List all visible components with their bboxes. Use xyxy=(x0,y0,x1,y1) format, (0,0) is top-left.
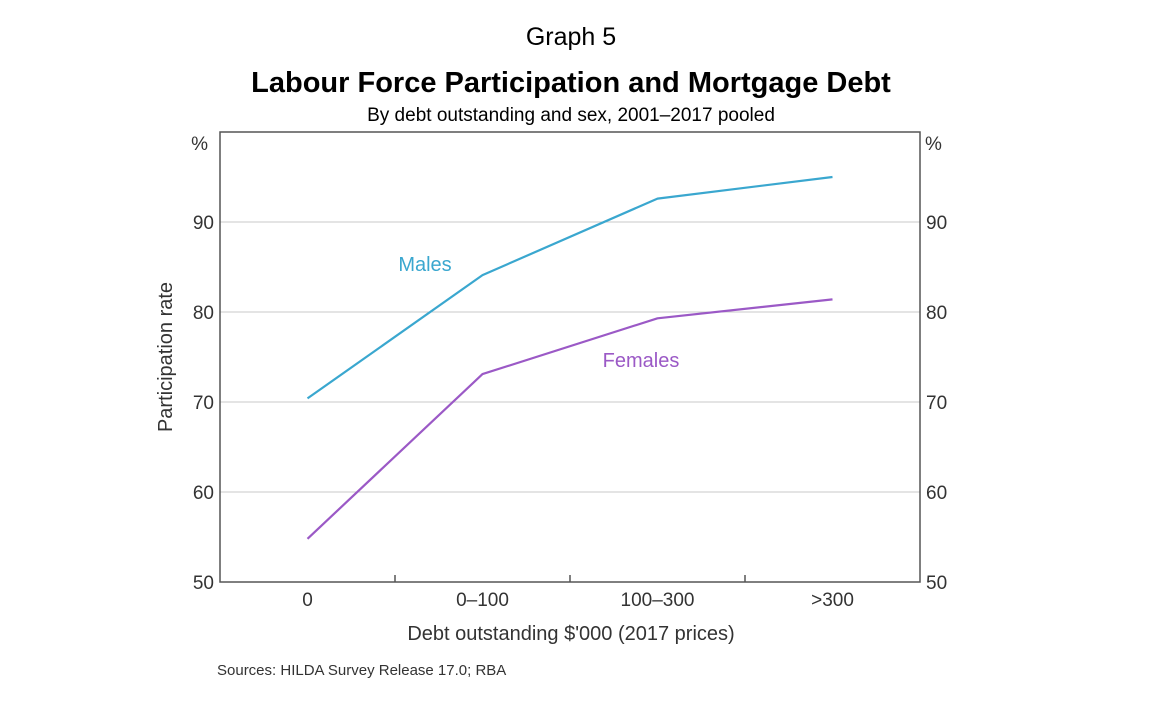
y-tick-label-right: 50 xyxy=(926,573,947,594)
x-tick-label: >300 xyxy=(811,590,854,611)
y-tick-label-right: 80 xyxy=(926,303,947,324)
x-ticks xyxy=(394,575,746,582)
y-ticks-left: 50 60 70 80 90 xyxy=(193,213,214,594)
x-axis-label: Debt outstanding $'000 (2017 prices) xyxy=(407,623,734,645)
y-tick-label-left: 80 xyxy=(193,303,214,324)
y-tick-label-left: 90 xyxy=(193,213,214,234)
x-tick-labels: 0 0–100 100–300 >300 xyxy=(302,590,854,611)
y-tick-label-right: 70 xyxy=(926,393,947,414)
series-line-females xyxy=(306,298,833,540)
source-note: Sources: HILDA Survey Release 17.0; RBA xyxy=(217,662,506,679)
series-lines xyxy=(306,175,833,540)
series-label-males: Males xyxy=(398,254,451,276)
y-tick-label-left: 50 xyxy=(193,573,214,594)
unit-right: % xyxy=(925,134,942,155)
x-tick-label: 100–300 xyxy=(621,590,695,611)
series-label-females: Females xyxy=(603,350,680,372)
y-tick-label-left: 60 xyxy=(193,483,214,504)
y-tick-label-right: 90 xyxy=(926,213,947,234)
y-axis-label: Participation rate xyxy=(155,282,177,432)
y-tick-label-left: 70 xyxy=(193,393,214,414)
y-ticks-right: 50 60 70 80 90 xyxy=(926,213,947,594)
x-tick-label: 0 xyxy=(302,590,313,611)
chart-subtitle: By debt outstanding and sex, 2001–2017 p… xyxy=(367,105,775,126)
y-tick-label-right: 60 xyxy=(926,483,947,504)
chart-title: Labour Force Participation and Mortgage … xyxy=(251,67,891,99)
series-line-males xyxy=(306,175,833,400)
gridlines xyxy=(220,221,920,493)
unit-left: % xyxy=(191,134,208,155)
plot-frame xyxy=(219,131,921,583)
x-tick-label: 0–100 xyxy=(456,590,509,611)
graph-label: Graph 5 xyxy=(526,23,616,51)
